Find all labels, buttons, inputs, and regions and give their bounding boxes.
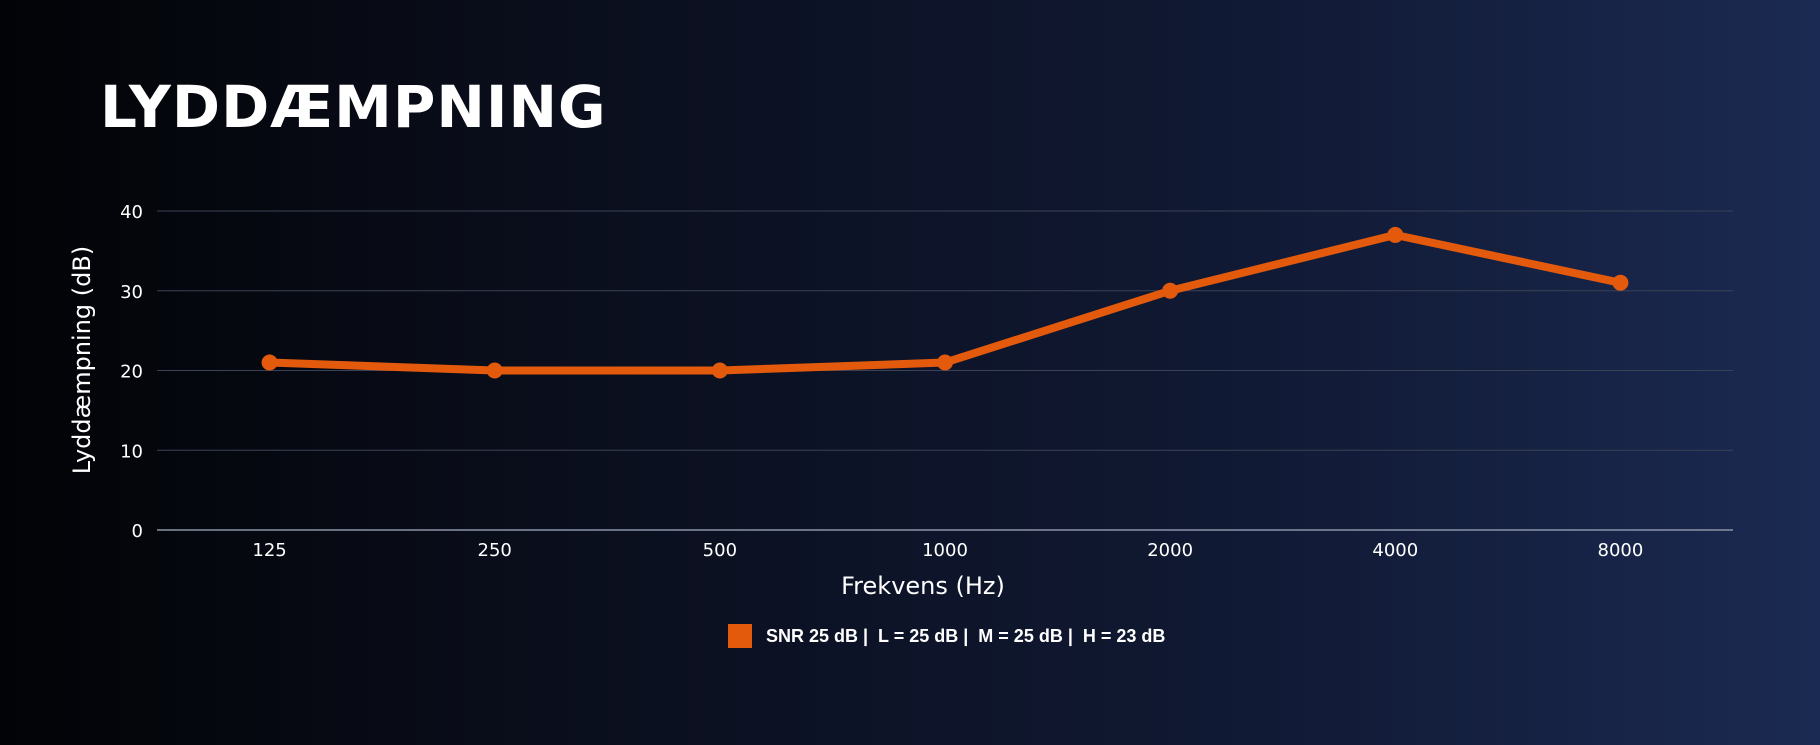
- legend-swatch: [728, 624, 752, 648]
- x-tick-label: 1000: [922, 540, 968, 561]
- x-tick-labels: 125 250 500 1000 2000 4000 8000: [252, 540, 1643, 561]
- data-point: [1162, 282, 1179, 299]
- y-tick-label: 30: [120, 282, 143, 303]
- x-tick-label: 4000: [1372, 540, 1418, 561]
- x-tick-label: 500: [703, 540, 737, 561]
- data-point: [261, 354, 278, 371]
- series-layer: [261, 226, 1629, 379]
- y-axis-title: Lyddæmpning (dB): [68, 246, 96, 474]
- page-title: LYDDÆMPNING: [100, 73, 607, 141]
- x-tick-label: 250: [478, 540, 512, 561]
- legend: SNR 25 dB | L = 25 dB | M = 25 dB | H = …: [728, 624, 1165, 648]
- data-point: [486, 362, 503, 379]
- y-tick-label: 0: [132, 521, 143, 542]
- x-axis-title: Frekvens (Hz): [841, 572, 1005, 600]
- y-tick-label: 20: [120, 362, 143, 383]
- data-point: [1612, 274, 1629, 291]
- data-point: [1387, 226, 1404, 243]
- x-tick-label: 8000: [1598, 540, 1644, 561]
- x-tick-label: 125: [252, 540, 286, 561]
- y-tick-label: 10: [120, 441, 143, 462]
- data-point: [711, 362, 728, 379]
- x-tick-label: 2000: [1147, 540, 1193, 561]
- series-line: [265, 230, 1625, 375]
- legend-label: SNR 25 dB | L = 25 dB | M = 25 dB | H = …: [766, 625, 1166, 646]
- y-tick-label: 40: [120, 202, 143, 223]
- y-tick-labels: 0 10 20 30 40: [120, 202, 143, 542]
- data-point: [937, 354, 953, 371]
